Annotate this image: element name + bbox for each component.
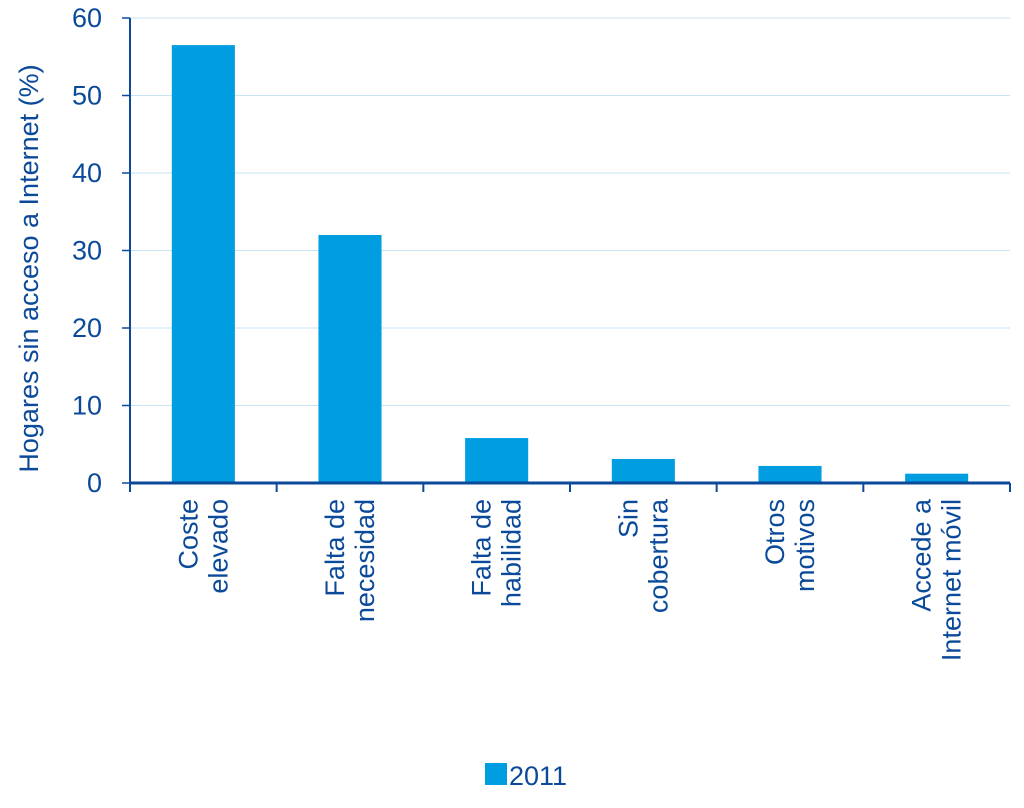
bar bbox=[171, 45, 235, 483]
bar bbox=[318, 235, 382, 483]
legend-label: 2011 bbox=[509, 761, 567, 791]
category-label-line: necesidad bbox=[350, 499, 380, 622]
y-tick-label: 20 bbox=[72, 313, 102, 343]
category-label: Falta de necesidad bbox=[320, 499, 380, 622]
category-label-line: Sin bbox=[613, 499, 643, 538]
category-label: Coste elevado bbox=[173, 499, 233, 594]
category-labels: Coste elevado Falta de necesidad Falta de hab… bbox=[173, 498, 966, 661]
y-tick-label: 10 bbox=[72, 391, 102, 421]
y-tick-label: 30 bbox=[72, 236, 102, 266]
category-label: Sin cobertura bbox=[613, 498, 673, 613]
category-label-line: elevado bbox=[203, 499, 233, 594]
gridlines bbox=[130, 17, 1010, 406]
category-label: Otros motivos bbox=[760, 499, 820, 592]
axes bbox=[122, 17, 1011, 492]
category-label-line: habilidad bbox=[497, 499, 527, 607]
category-label-line: Falta de bbox=[467, 499, 497, 597]
bar bbox=[611, 458, 675, 483]
y-tick-labels: 0 10 20 30 40 50 60 bbox=[72, 3, 102, 498]
bar bbox=[465, 438, 529, 483]
y-axis-title: Hogares sin acceso a Internet (%) bbox=[14, 64, 44, 472]
bar bbox=[758, 465, 822, 483]
y-tick-label: 0 bbox=[87, 468, 102, 498]
legend: 2011 bbox=[485, 761, 567, 791]
category-label-line: Otros bbox=[760, 499, 790, 565]
category-label-line: Falta de bbox=[320, 499, 350, 597]
bar bbox=[905, 473, 969, 483]
category-label-line: motivos bbox=[790, 499, 820, 592]
category-label: Falta de habilidad bbox=[467, 499, 527, 607]
category-label-line: cobertura bbox=[643, 498, 673, 613]
category-label-line: Internet móvil bbox=[937, 499, 967, 661]
category-label-line: Accede a bbox=[907, 498, 937, 612]
bars bbox=[171, 45, 969, 483]
category-label: Accede a Internet móvil bbox=[907, 498, 967, 661]
y-tick-label: 50 bbox=[72, 81, 102, 111]
y-tick-label: 60 bbox=[72, 3, 102, 33]
category-label-line: Coste bbox=[173, 499, 203, 570]
y-tick-label: 40 bbox=[72, 158, 102, 188]
legend-swatch bbox=[485, 763, 507, 785]
